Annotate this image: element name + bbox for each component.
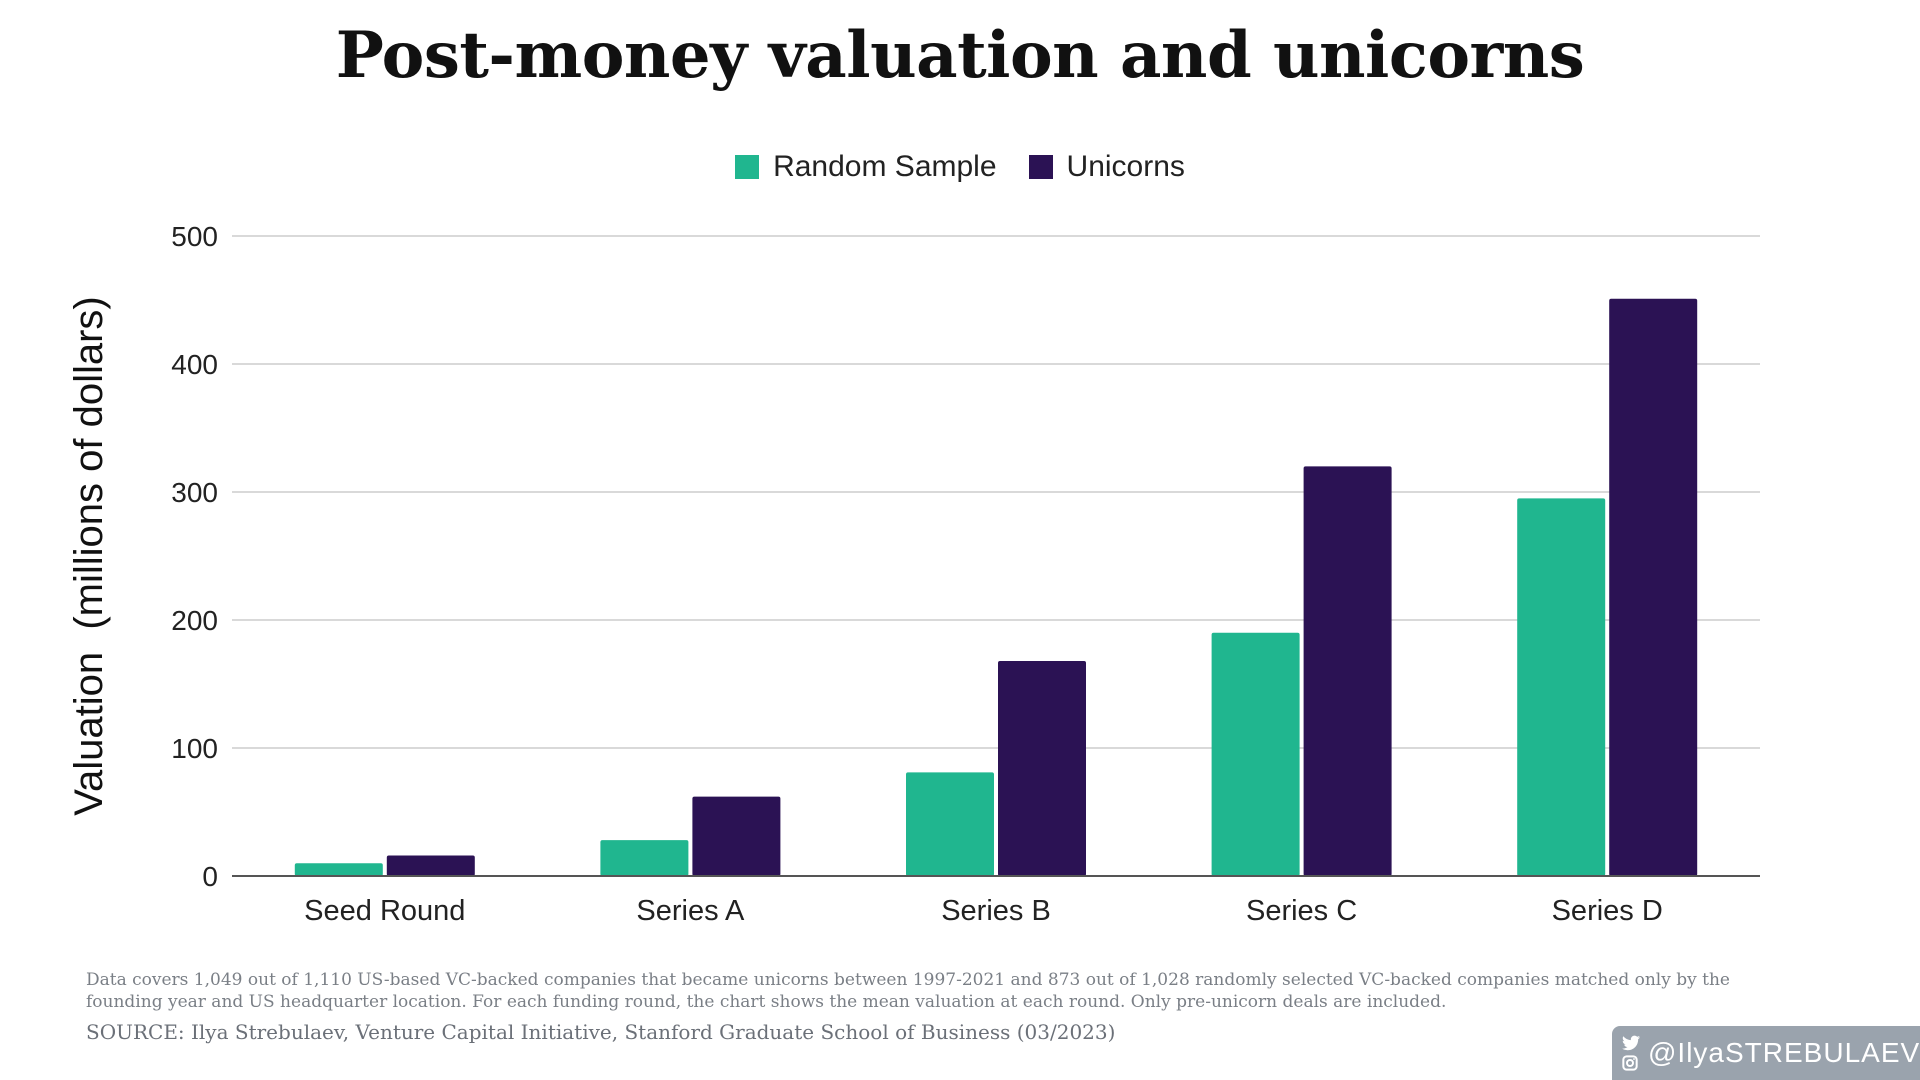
y-tick-label: 500: [171, 221, 218, 252]
y-tick-label: 300: [171, 477, 218, 508]
footnote: Data covers 1,049 out of 1,110 US-based …: [86, 970, 1730, 1012]
x-tick-label: Series B: [941, 895, 1051, 927]
social-handle-text: @IlyaSTREBULAEV: [1648, 1037, 1920, 1068]
legend-swatch-random-sample: [735, 155, 760, 179]
bar-random-sample: [906, 772, 994, 876]
bar-random-sample: [294, 863, 383, 876]
gridlines: [232, 235, 1760, 749]
y-axis-ticks: 0 100 200 300 400 500: [171, 221, 218, 892]
bar-unicorns: [692, 796, 781, 876]
y-tick-label: 200: [171, 605, 218, 636]
bar-unicorns: [1609, 298, 1698, 877]
bar-random-sample: [600, 840, 689, 876]
x-tick-label: Series C: [1246, 895, 1357, 927]
source-note: SOURCE: Ilya Strebulaev, Venture Capital…: [86, 1020, 1116, 1044]
social-handle-badge[interactable]: @IlyaSTREBULAEV: [1612, 1026, 1920, 1080]
x-axis-ticks: Seed Round Series A Series B Series C Series…: [304, 895, 1663, 927]
twitter-icon: [1622, 1035, 1640, 1051]
x-tick-label: Series A: [636, 895, 745, 927]
legend-label-unicorns: Unicorns: [1066, 150, 1185, 183]
bar-unicorns: [1303, 466, 1392, 876]
bars: [294, 298, 1698, 877]
legend-label-random-sample: Random Sample: [773, 150, 997, 183]
legend-item-unicorns: Unicorns: [1028, 150, 1185, 184]
bar-unicorns: [386, 855, 475, 876]
chart-legend: Random Sample Unicorns: [0, 150, 1920, 184]
y-tick-label: 400: [171, 349, 218, 380]
legend-swatch-unicorns: [1028, 155, 1053, 179]
bar-chart: 0 100 200 300 400 500 Seed Round Series A Serie…: [67, 221, 1760, 927]
legend-item-random-sample: Random Sample: [735, 150, 997, 184]
y-tick-label: 0: [202, 861, 218, 892]
bar-random-sample: [1517, 498, 1606, 876]
y-axis-title: Valuation (millions of dollars): [67, 296, 111, 815]
social-icons: [1622, 1035, 1640, 1071]
chart-title: Post-money valuation and unicorns: [335, 18, 1585, 93]
x-tick-label: Seed Round: [304, 895, 465, 927]
y-tick-label: 100: [171, 733, 218, 764]
bar-unicorns: [998, 660, 1086, 876]
x-tick-label: Series D: [1552, 895, 1663, 927]
instagram-icon: [1622, 1055, 1638, 1071]
bar-random-sample: [1211, 632, 1300, 876]
